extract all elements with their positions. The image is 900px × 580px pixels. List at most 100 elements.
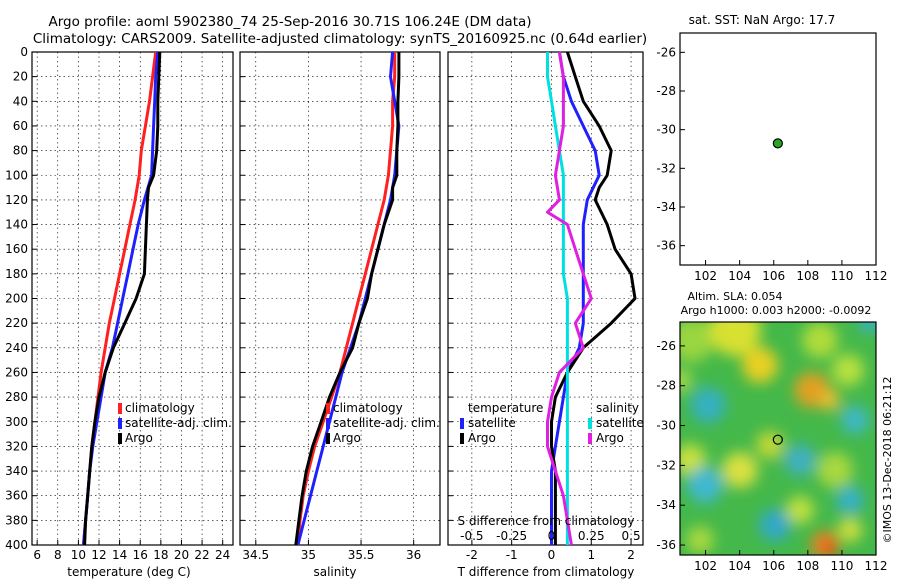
x-tick-label: 8 [54, 548, 62, 562]
temperature-panel: 6 8 10 12 14 16 18 20 22 240204060801001201401601… [5, 45, 234, 562]
map-x-tick-label: 108 [796, 559, 819, 573]
map-y-tick-label: -34 [656, 498, 676, 512]
y-tick-label: 400 [5, 538, 28, 552]
y-tick-label: 140 [5, 218, 28, 232]
heatmap-blob [784, 444, 816, 476]
map-y-tick-label: -34 [656, 200, 676, 214]
difference-top-label: S difference from climatology [458, 514, 635, 528]
salinity-legend-swatch [326, 433, 330, 444]
series-line-s-satellite [546, 52, 569, 545]
heatmap-blob [759, 509, 791, 541]
difference-xlabel: T difference from climatology [457, 565, 635, 579]
x-tick-label: 36 [406, 548, 421, 562]
series-line-argo [83, 51, 162, 546]
sla-map-subtitle: Argo h1000: 0.003 h2000: -0.0092 [681, 304, 872, 317]
y-tick-label: 120 [5, 193, 28, 207]
title-line-1: Argo profile: aoml 5902380_74 25-Sep-201… [48, 14, 531, 30]
map-y-tick-label: -32 [656, 161, 676, 175]
map-x-tick-label: 104 [728, 559, 751, 573]
x-tick-label: 24 [215, 548, 230, 562]
x-tick-label: 2 [627, 548, 635, 562]
heatmap-blob [832, 354, 864, 386]
x-tick-label: 34.5 [242, 548, 269, 562]
x-tick-label: 0 [548, 548, 556, 562]
diff-legend-label: Argo [596, 431, 624, 445]
heatmap-blob [742, 347, 778, 383]
map-x-tick-label: 102 [694, 269, 717, 283]
x-tick-label: 22 [194, 548, 209, 562]
diff-legend-salinity-title: salinity [596, 401, 639, 415]
temperature-legend-swatch [118, 403, 122, 414]
diff-legend-label: satellite [596, 416, 644, 430]
map-y-tick-label: -26 [656, 339, 676, 353]
y-tick-label: 200 [5, 292, 28, 306]
heatmap-blob [709, 322, 761, 356]
heatmap-blob [690, 387, 726, 423]
argo-position-marker [772, 138, 783, 149]
heatmap-blob [838, 518, 862, 542]
salinity-legend-swatch [326, 418, 330, 429]
diff-legend-swatch [460, 433, 464, 444]
y-tick-label: 180 [5, 267, 28, 281]
series-line-argo [294, 52, 401, 546]
map-y-tick-label: -36 [656, 239, 676, 253]
map-frame [679, 32, 877, 266]
heatmap-blob [756, 431, 784, 459]
map-x-tick-label: 106 [762, 559, 785, 573]
map-x-tick-label: 108 [796, 269, 819, 283]
heatmap-blob [686, 526, 714, 554]
map-y-tick-label: -30 [656, 419, 676, 433]
map-x-tick-label: 112 [865, 559, 888, 573]
heatmap-blob [823, 541, 837, 555]
map-x-tick-label: 110 [830, 559, 853, 573]
diff-legend-temperature-title: temperature [468, 401, 543, 415]
y-tick-label: 40 [13, 94, 28, 108]
salinity-legend-label: climatology [333, 401, 403, 415]
x-tick-label: 18 [153, 548, 168, 562]
x-tick-label: 1 [587, 548, 595, 562]
temperature-legend-swatch [118, 418, 122, 429]
heatmap-blob [722, 452, 758, 488]
y-tick-label: 280 [5, 390, 28, 404]
argo-position-marker [772, 434, 783, 445]
heatmap-blob [841, 406, 869, 434]
s-diff-tick-label: -0.5 [460, 529, 483, 543]
salinity-legend-label: satellite-adj. clim. [333, 416, 440, 430]
heatmap-blob [786, 496, 814, 524]
x-tick-label: 20 [174, 548, 189, 562]
x-tick-label: 14 [112, 548, 127, 562]
x-tick-label: 16 [133, 548, 148, 562]
heatmap-blob [687, 467, 723, 503]
s-diff-tick-label: 0.5 [622, 529, 641, 543]
map-x-tick-label: 106 [762, 269, 785, 283]
y-tick-label: 240 [5, 341, 28, 355]
series-line-climatology [296, 52, 397, 546]
x-tick-label: 6 [33, 548, 41, 562]
y-tick-label: 300 [5, 415, 28, 429]
s-diff-tick-label: -0.25 [496, 529, 527, 543]
y-tick-label: 80 [13, 144, 28, 158]
diff-legend-label: Argo [468, 431, 496, 445]
map-y-tick-label: -30 [656, 123, 676, 137]
heatmap-blob [858, 322, 876, 332]
x-tick-label: -1 [506, 548, 518, 562]
y-tick-label: 360 [5, 489, 28, 503]
s-diff-tick-label: 0 [548, 529, 556, 543]
salinity-legend-swatch [326, 403, 330, 414]
y-tick-label: 260 [5, 365, 28, 379]
salinity-legend-label: Argo [333, 431, 361, 445]
sla-map-title: Altim. SLA: 0.054 [687, 290, 782, 303]
imos-credit: ©IMOS 13-Dec-2018 06:21:12 [881, 377, 894, 544]
map-frame [679, 321, 877, 556]
heatmap-blobs [680, 322, 876, 555]
y-tick-label: 0 [20, 45, 28, 59]
map-y-tick-label: -28 [656, 84, 676, 98]
temperature-legend-swatch [118, 433, 122, 444]
diff-legend-swatch [588, 433, 592, 444]
diff-legend-swatch [460, 418, 464, 429]
s-diff-tick-label: 0.25 [578, 529, 605, 543]
heatmap-blob [820, 390, 840, 410]
title-line-2: Climatology: CARS2009. Satellite-adjuste… [33, 31, 647, 47]
